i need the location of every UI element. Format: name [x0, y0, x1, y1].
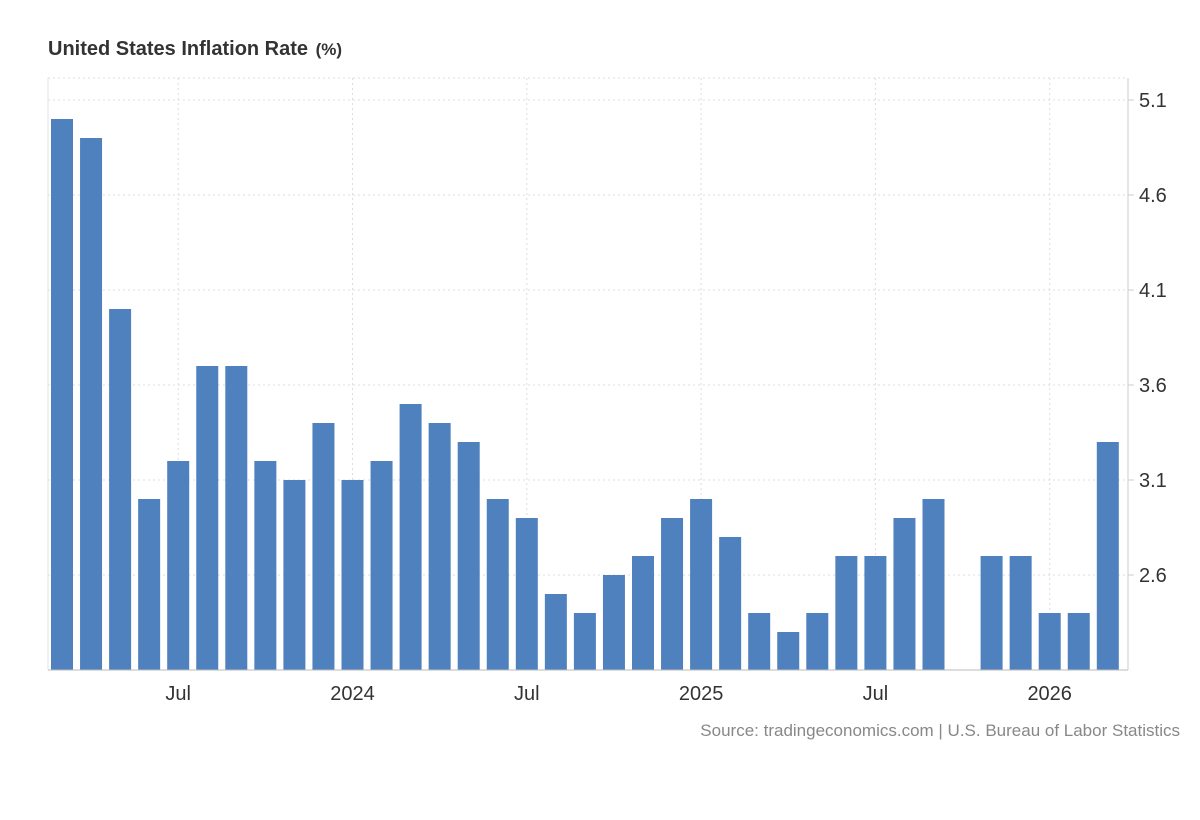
bar-2023-06 — [138, 499, 161, 670]
bar-2023-05 — [109, 309, 132, 670]
bar-2025-11 — [980, 556, 1003, 670]
bar-2025-03 — [748, 613, 771, 670]
x-tick-label: Jul — [165, 683, 191, 705]
bar-2023-10 — [254, 461, 277, 670]
bar-2025-09 — [922, 499, 945, 670]
chart-title: United States Inflation Rate (%) — [48, 38, 342, 61]
bar-2025-05 — [806, 613, 829, 670]
chart-title-text: United States Inflation Rate — [48, 38, 309, 60]
bar-2025-01 — [690, 499, 713, 670]
bar-2025-02 — [719, 537, 742, 670]
x-tick-label: 2025 — [679, 683, 724, 705]
bar-2024-11 — [632, 556, 654, 670]
chart-title-unit: (%) — [315, 40, 343, 59]
axes — [47, 78, 1134, 671]
bar-2023-09 — [225, 366, 248, 670]
y-tick-label: 3.6 — [1139, 375, 1167, 397]
y-tick-label: 4.1 — [1139, 280, 1167, 302]
bar-2023-03 — [51, 119, 73, 670]
bar-2023-08 — [196, 366, 219, 670]
bar-2026-03 — [1096, 442, 1119, 670]
bar-2024-08 — [544, 594, 567, 670]
x-tick-label: 2026 — [1027, 683, 1072, 705]
bar-2026-02 — [1067, 613, 1090, 670]
y-tick-label: 3.1 — [1139, 470, 1167, 492]
bar-2025-06 — [835, 556, 858, 670]
x-tick-label: Jul — [863, 683, 889, 705]
bar-2024-05 — [457, 442, 480, 670]
x-tick-label: Jul — [514, 683, 540, 705]
bar-2024-07 — [515, 518, 538, 670]
bar-2024-01 — [341, 480, 364, 670]
bar-2023-04 — [80, 138, 103, 670]
y-axis-labels: 2.6 3.1 3.6 4.1 4.6 5.1 — [1139, 90, 1167, 587]
bar-2026-01 — [1038, 613, 1061, 670]
bar-2025-12 — [1009, 556, 1032, 670]
bar-chart: 2.6 3.1 3.6 4.1 4.6 5.1 Jul 2024 Jul 2025 Jul 2026 — [47, 77, 1167, 705]
bar-2024-10 — [602, 575, 625, 670]
bar-2024-04 — [428, 423, 451, 670]
bar-2024-06 — [486, 499, 509, 670]
bar-2025-08 — [893, 518, 916, 670]
bar-2024-03 — [399, 404, 422, 670]
y-tick-label: 5.1 — [1139, 90, 1167, 112]
bar-2025-07 — [864, 556, 887, 670]
bar-2023-11 — [283, 480, 306, 670]
bars — [51, 119, 1119, 670]
y-tick-label: 2.6 — [1139, 565, 1167, 587]
bar-2023-12 — [312, 423, 335, 670]
bar-2023-07 — [167, 461, 190, 670]
x-axis-labels: Jul 2024 Jul 2025 Jul 2026 — [165, 683, 1072, 705]
source-note: Source: tradingeconomics.com | U.S. Bure… — [700, 721, 1180, 740]
x-tick-label: 2024 — [330, 683, 375, 705]
bar-2024-12 — [661, 518, 684, 670]
bar-2025-04 — [777, 632, 800, 670]
bar-2024-09 — [573, 613, 596, 670]
y-tick-label: 4.6 — [1139, 185, 1167, 207]
bar-2024-02 — [370, 461, 393, 670]
